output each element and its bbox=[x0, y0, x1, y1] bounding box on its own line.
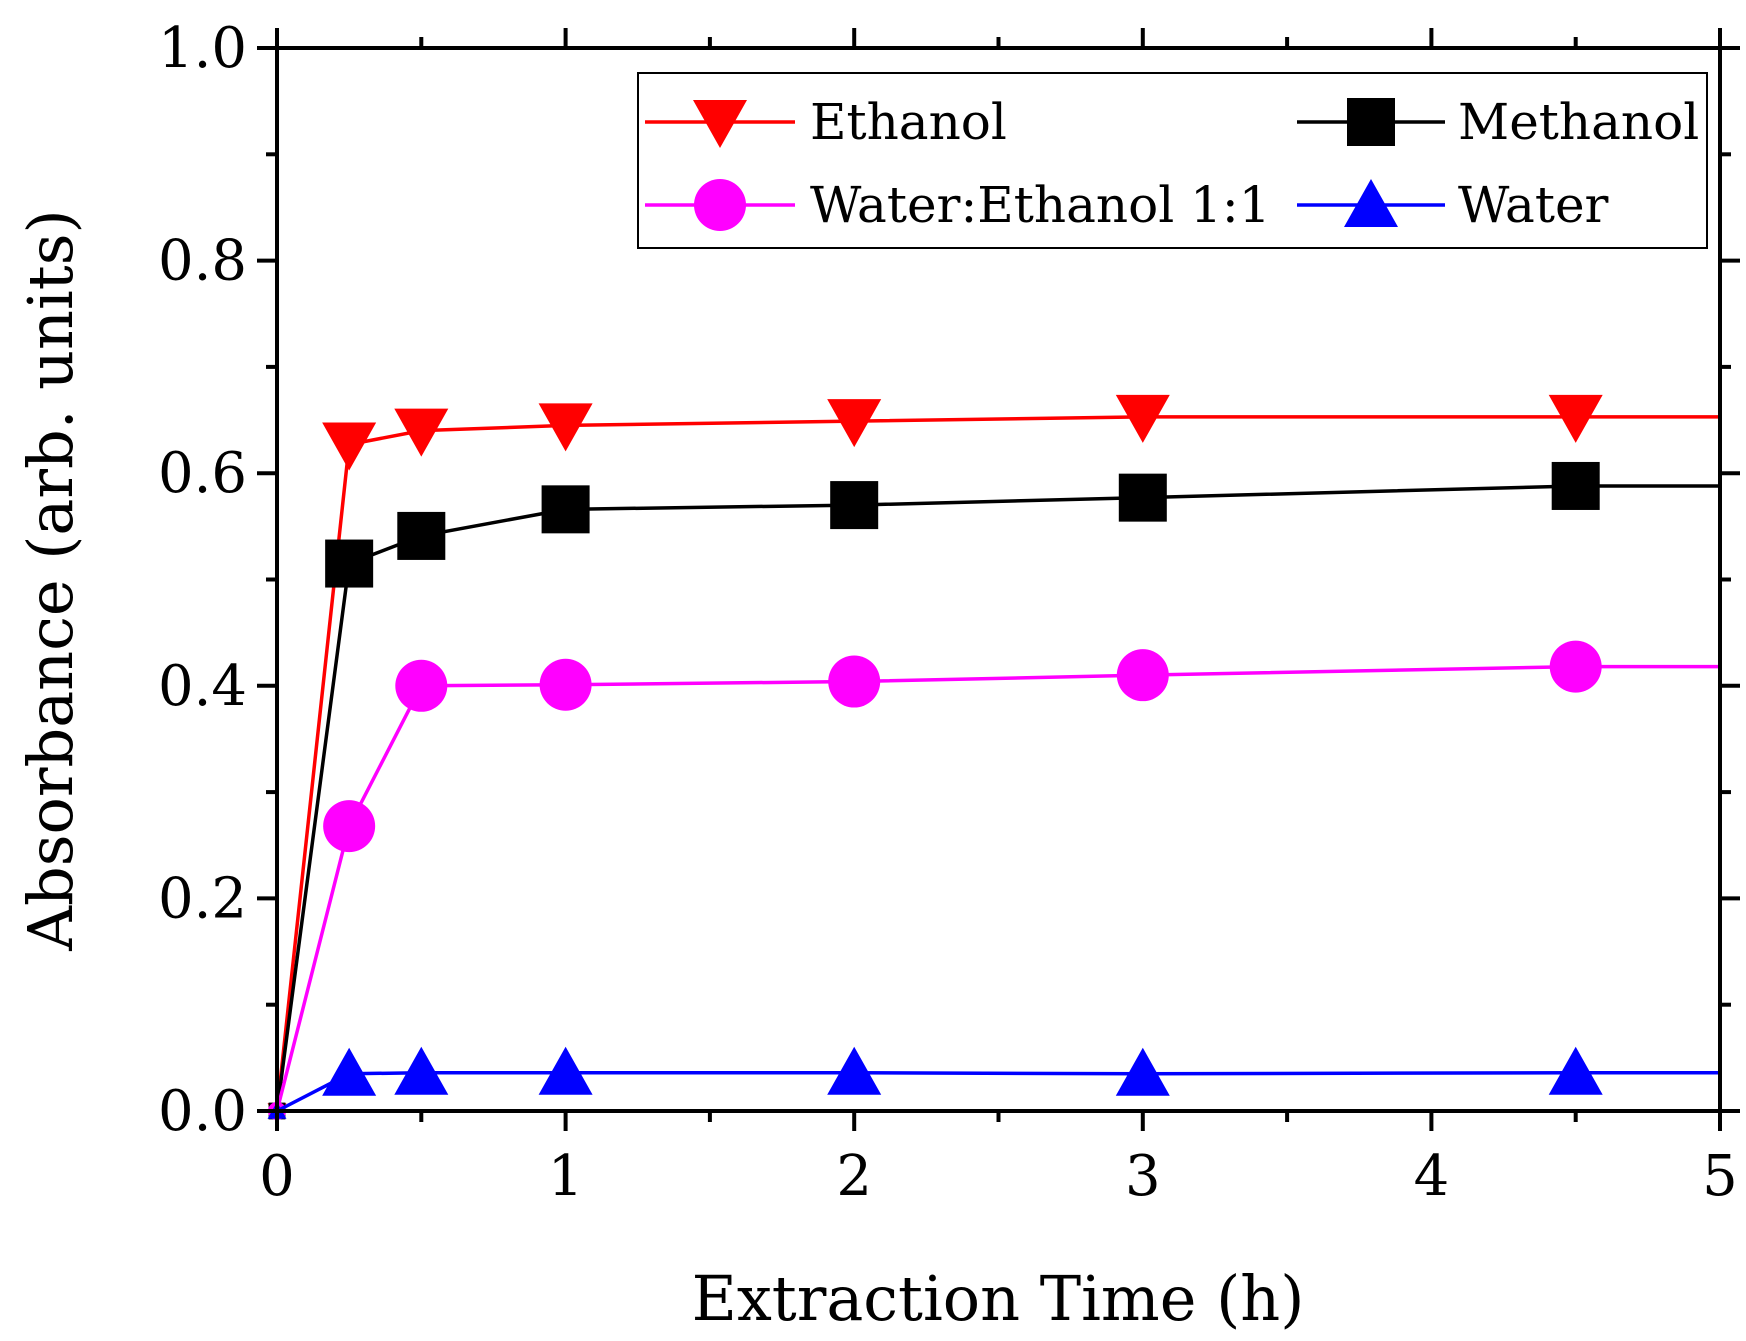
y-axis-title: Absorbance (arb. units) bbox=[14, 209, 87, 951]
data-point-ethanol bbox=[394, 408, 449, 457]
y-tick-label: 0.8 bbox=[158, 229, 247, 294]
x-tick-label: 4 bbox=[1414, 1144, 1450, 1209]
data-point-methanol bbox=[1118, 473, 1167, 522]
series-ethanol bbox=[267, 394, 1720, 1121]
series-line-methanol bbox=[275, 484, 1720, 1112]
series-line-water-ethanol-1-1 bbox=[275, 664, 1720, 1112]
y-tick-label: 0.6 bbox=[158, 441, 247, 506]
data-point-water-ethanol-1-1 bbox=[828, 655, 881, 708]
legend-label: Water:Ethanol 1:1 bbox=[810, 176, 1271, 234]
data-point-water-ethanol-1-1 bbox=[395, 659, 448, 712]
data-point-water bbox=[538, 1046, 593, 1095]
legend-label: Methanol bbox=[1458, 93, 1699, 151]
y-tick-label: 0.4 bbox=[158, 654, 247, 719]
data-point-methanol bbox=[397, 511, 446, 560]
data-point-water bbox=[1548, 1046, 1603, 1095]
data-point-water bbox=[1115, 1047, 1170, 1096]
data-point-ethanol bbox=[1548, 394, 1603, 443]
data-point-water-ethanol-1-1 bbox=[539, 658, 592, 711]
data-point-water-ethanol-1-1 bbox=[1549, 640, 1602, 693]
x-tick-label: 3 bbox=[1125, 1144, 1161, 1209]
data-point-methanol bbox=[541, 485, 590, 534]
data-point-water bbox=[394, 1046, 449, 1095]
axis-ticks: 0 1 2 3 4 5 0.0 0.2 0.4 0.6 0.8 1.0 bbox=[158, 16, 1740, 1209]
data-point-methanol bbox=[325, 539, 374, 588]
x-tick-label: 5 bbox=[1702, 1144, 1738, 1209]
data-point-water-ethanol-1-1 bbox=[323, 800, 376, 853]
series-line-water bbox=[276, 1070, 1720, 1113]
legend-marker bbox=[1347, 98, 1395, 146]
series-layer bbox=[267, 394, 1720, 1121]
data-point-water bbox=[827, 1046, 882, 1095]
x-tick-label: 2 bbox=[836, 1144, 872, 1209]
y-tick-label: 0.0 bbox=[158, 1079, 247, 1144]
data-point-water bbox=[322, 1047, 377, 1096]
y-tick-label: 0.2 bbox=[158, 866, 247, 931]
legend-box bbox=[637, 72, 1708, 249]
series-methanol bbox=[268, 461, 1720, 1120]
data-point-water-ethanol-1-1 bbox=[1116, 649, 1169, 702]
legend-label: Water bbox=[1458, 176, 1609, 234]
data-point-ethanol bbox=[827, 399, 882, 448]
y-tick-label: 1.0 bbox=[158, 16, 247, 81]
legend-marker bbox=[693, 100, 747, 148]
legend: Ethanol Methanol Water:Ethanol 1:1 Water bbox=[637, 72, 1708, 249]
data-point-methanol bbox=[830, 481, 879, 530]
legend-marker bbox=[694, 179, 746, 231]
series-water bbox=[267, 1046, 1720, 1119]
legend-item-water: Water bbox=[1297, 176, 1609, 234]
legend-label: Ethanol bbox=[810, 93, 1007, 151]
data-point-ethanol bbox=[322, 422, 377, 471]
data-point-methanol bbox=[1551, 461, 1600, 510]
series-water-ethanol-1-1 bbox=[267, 640, 1720, 1121]
legend-item-methanol: Methanol bbox=[1297, 93, 1699, 151]
legend-item-water-ethanol-1-1: Water:Ethanol 1:1 bbox=[645, 176, 1271, 234]
x-tick-label: 1 bbox=[548, 1144, 584, 1209]
data-point-ethanol bbox=[1115, 394, 1170, 443]
legend-item-ethanol: Ethanol bbox=[645, 93, 1007, 151]
x-tick-label: 0 bbox=[259, 1144, 295, 1209]
x-axis-title: Extraction Time (h) bbox=[692, 1262, 1305, 1335]
data-point-ethanol bbox=[538, 403, 593, 452]
legend-marker bbox=[1344, 179, 1398, 227]
